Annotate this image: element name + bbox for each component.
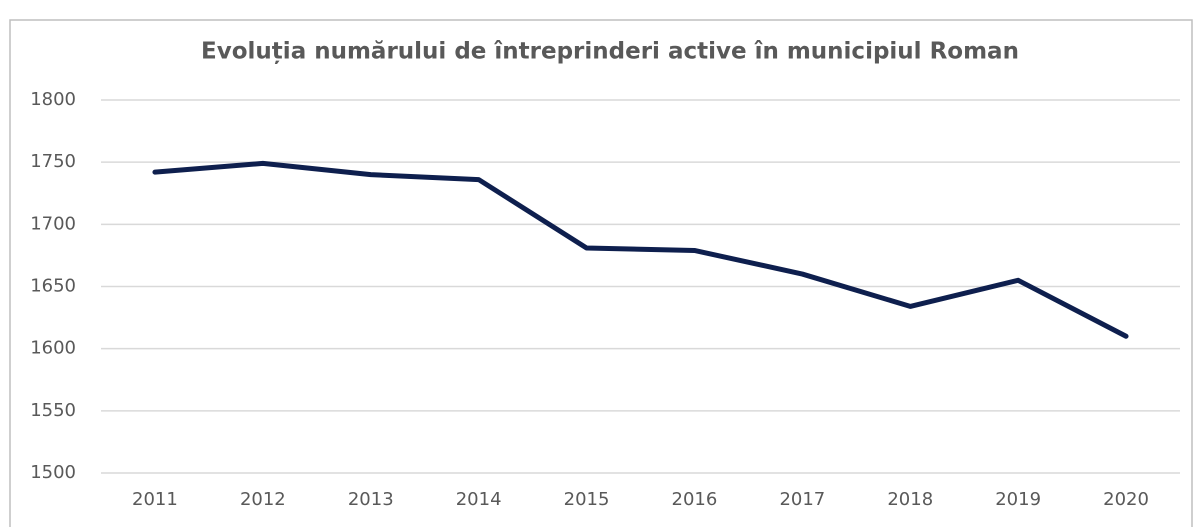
y-tick-label: 1650	[30, 276, 76, 297]
x-tick-label: 2019	[995, 489, 1041, 510]
y-tick-label: 1800	[30, 89, 76, 110]
x-tick-label: 2020	[1103, 489, 1149, 510]
x-tick-label: 2015	[564, 489, 610, 510]
y-tick-label: 1550	[30, 400, 76, 421]
y-tick-label: 1750	[30, 151, 76, 172]
chart-border	[9, 19, 1193, 527]
y-tick-label: 1500	[30, 462, 76, 483]
x-tick-label: 2018	[887, 489, 933, 510]
y-tick-label: 1600	[30, 338, 76, 359]
chart-title: Evoluția numărului de întreprinderi acti…	[201, 39, 1019, 65]
x-tick-label: 2014	[456, 489, 502, 510]
x-tick-label: 2012	[240, 489, 286, 510]
x-tick-label: 2016	[672, 489, 718, 510]
line-series	[152, 160, 1129, 339]
x-tick-label: 2013	[348, 489, 394, 510]
x-tick-label: 2017	[779, 489, 825, 510]
x-tick-label: 2011	[132, 489, 178, 510]
y-tick-label: 1700	[30, 213, 76, 234]
